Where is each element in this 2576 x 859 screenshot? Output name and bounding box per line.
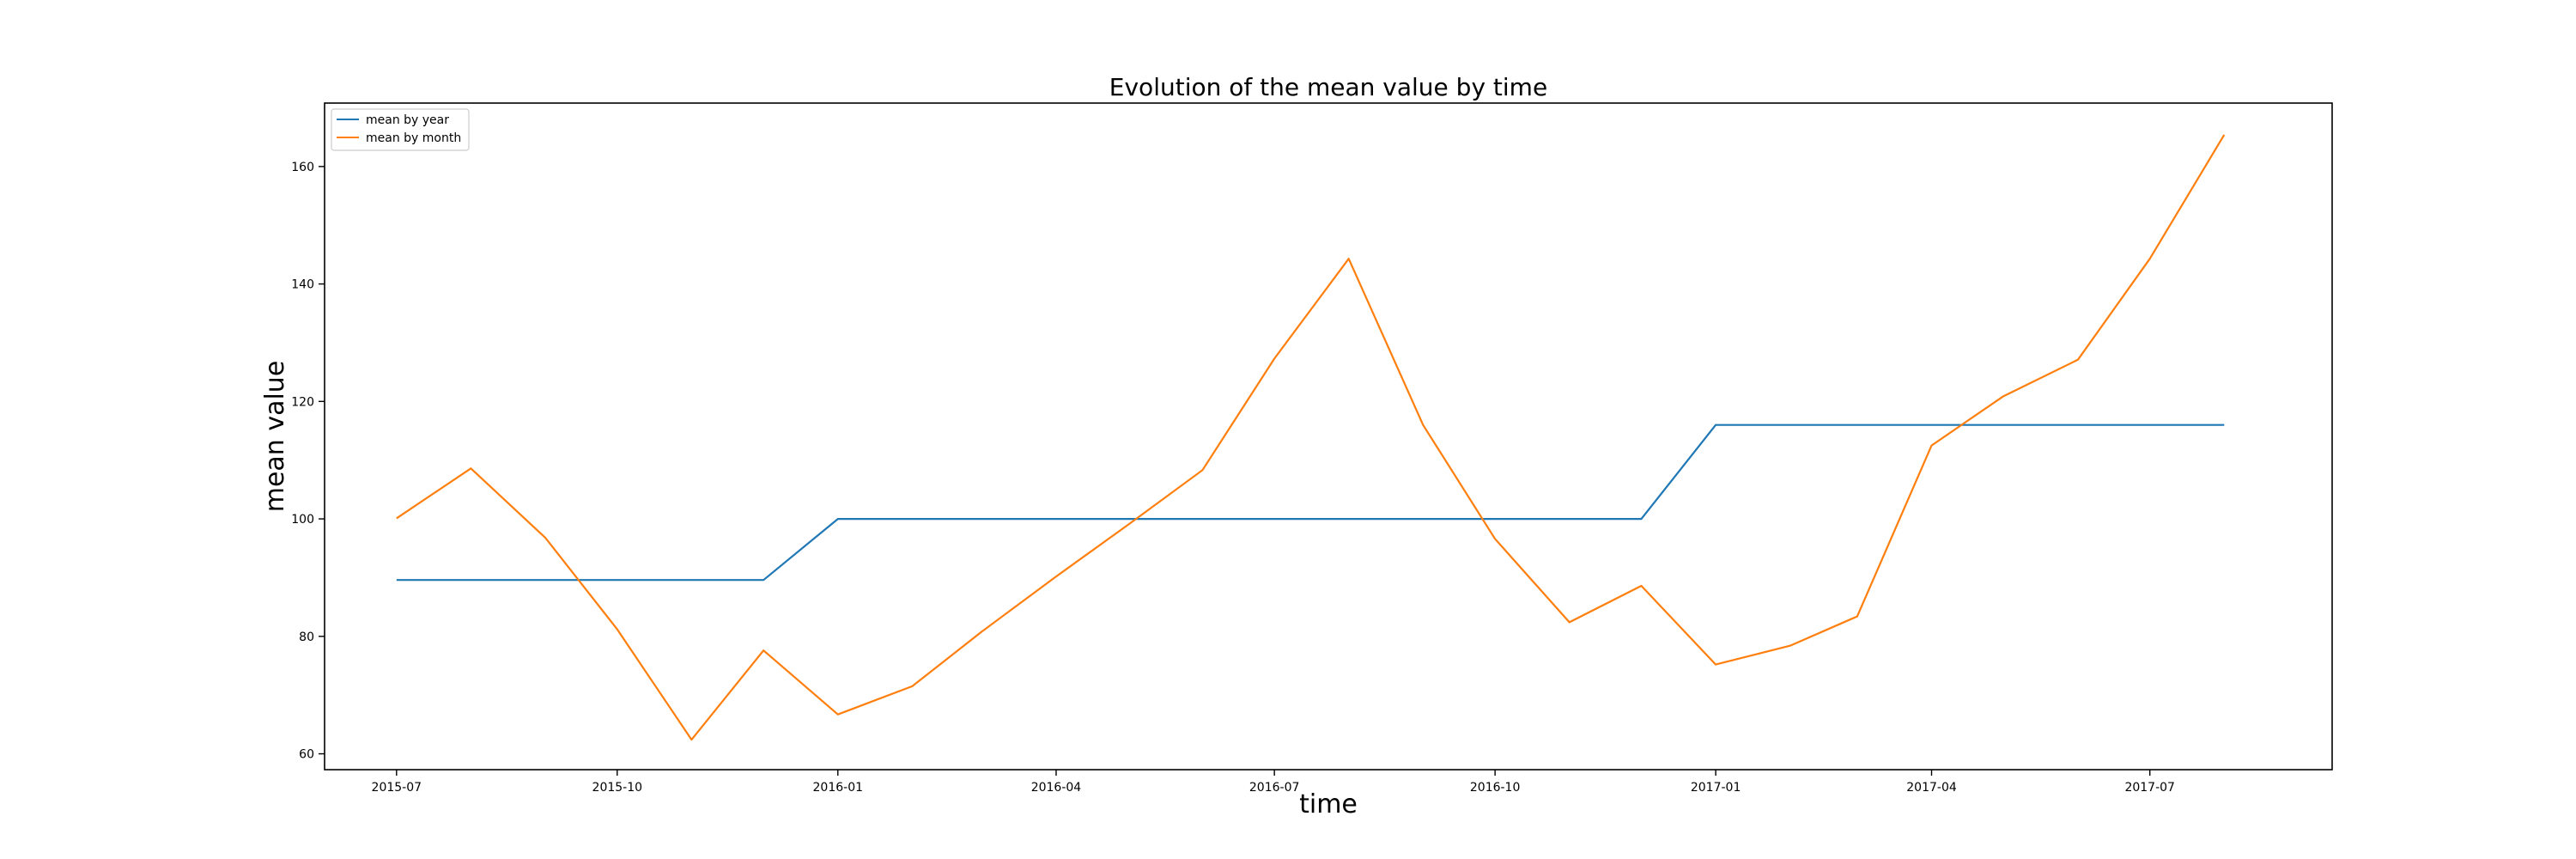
legend-label-mean-by-year: mean by year (366, 113, 449, 127)
x-tick-label: 2017-07 (2124, 781, 2175, 795)
y-tick-label: 60 (299, 748, 314, 762)
x-tick-label: 2016-07 (1249, 781, 1300, 795)
y-tick-label: 100 (291, 513, 314, 527)
x-tick-label: 2016-01 (813, 781, 864, 795)
x-axis: 2015-07 2015-10 2016-01 2016-04 2016-07 2016-… (372, 770, 2175, 795)
x-tick-label: 2015-07 (372, 781, 422, 795)
axes-frame (324, 102, 2333, 771)
y-tick-label: 120 (291, 395, 314, 409)
legend-label-mean-by-month: mean by month (366, 131, 461, 145)
y-tick-label: 140 (291, 278, 314, 292)
x-tick-label: 2016-10 (1470, 781, 1521, 795)
plot-area (396, 134, 2226, 741)
x-tick-label: 2017-01 (1691, 781, 1741, 795)
legend-box (331, 108, 470, 151)
x-tick-label: 2017-04 (1906, 781, 1957, 795)
y-tick-label: 160 (291, 161, 314, 174)
series-line-mean-by-month (396, 134, 2226, 741)
legend: mean by year mean by month (331, 108, 470, 151)
series-line-mean-by-year (396, 423, 2225, 582)
y-axis: 60 80 100 120 140 160 (291, 161, 325, 762)
y-axis-label: mean value (260, 361, 290, 513)
y-tick-label: 80 (299, 631, 314, 644)
x-tick-label: 2015-10 (592, 781, 643, 795)
chart-title: Evolution of the mean value by time (1109, 73, 1547, 101)
x-axis-label: time (1299, 789, 1358, 819)
x-tick-label: 2016-04 (1031, 781, 1082, 795)
